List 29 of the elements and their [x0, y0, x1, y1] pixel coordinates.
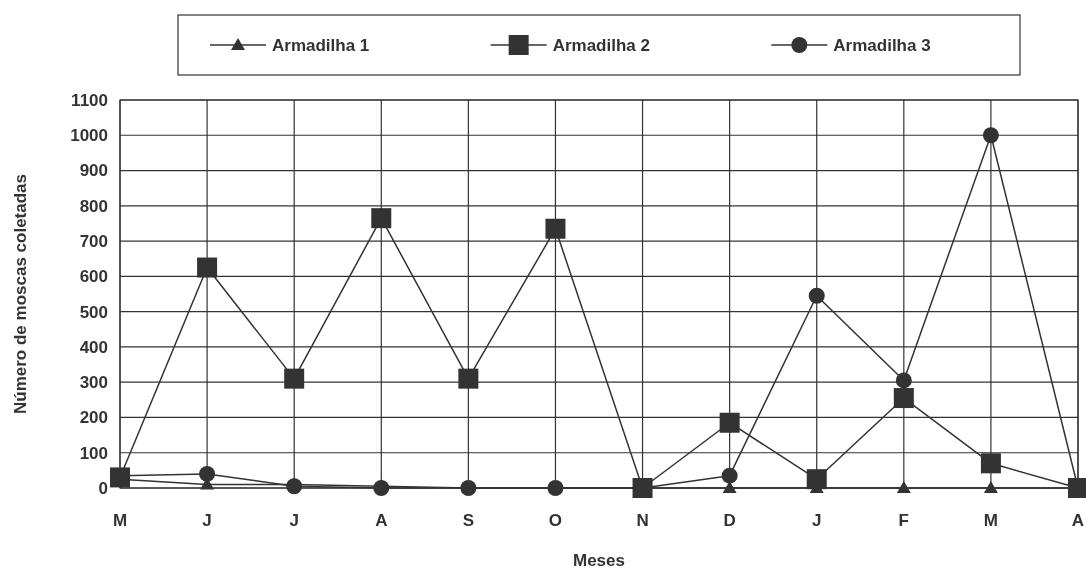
y-tick-label: 600: [79, 267, 108, 287]
y-tick-label: 500: [79, 302, 108, 322]
y-tick-label: 200: [79, 408, 108, 428]
x-axis-title: Meses: [573, 551, 625, 570]
y-tick-label: 800: [79, 196, 108, 216]
y-tick-label: 1100: [71, 90, 108, 110]
x-tick-label: M: [112, 511, 128, 530]
y-tick-label: 900: [79, 161, 108, 181]
y-tick-label: 0: [98, 478, 108, 498]
legend-label: Armadilha 3: [833, 35, 931, 55]
x-tick-label: O: [548, 511, 563, 530]
x-tick-label: S: [462, 511, 475, 530]
x-tick-label: N: [636, 511, 649, 530]
x-tick-label: F: [898, 511, 910, 530]
y-axis-title: Número de moscas coletadas: [11, 174, 30, 414]
y-tick-label: 700: [79, 232, 108, 252]
x-tick-label: D: [723, 511, 736, 530]
y-tick-label: 1000: [70, 126, 108, 146]
legend-label: Armadilha 1: [272, 35, 370, 55]
y-tick-label: 300: [79, 373, 108, 393]
y-tick-label: 400: [79, 337, 108, 357]
x-tick-label: J: [811, 511, 822, 530]
legend-label: Armadilha 2: [552, 35, 650, 55]
x-tick-label: J: [202, 511, 212, 530]
x-tick-label: A: [375, 511, 388, 530]
y-tick-label: 100: [79, 443, 108, 463]
x-tick-label: A: [1071, 511, 1085, 530]
x-tick-label: M: [983, 511, 998, 530]
x-tick-label: J: [289, 511, 299, 530]
